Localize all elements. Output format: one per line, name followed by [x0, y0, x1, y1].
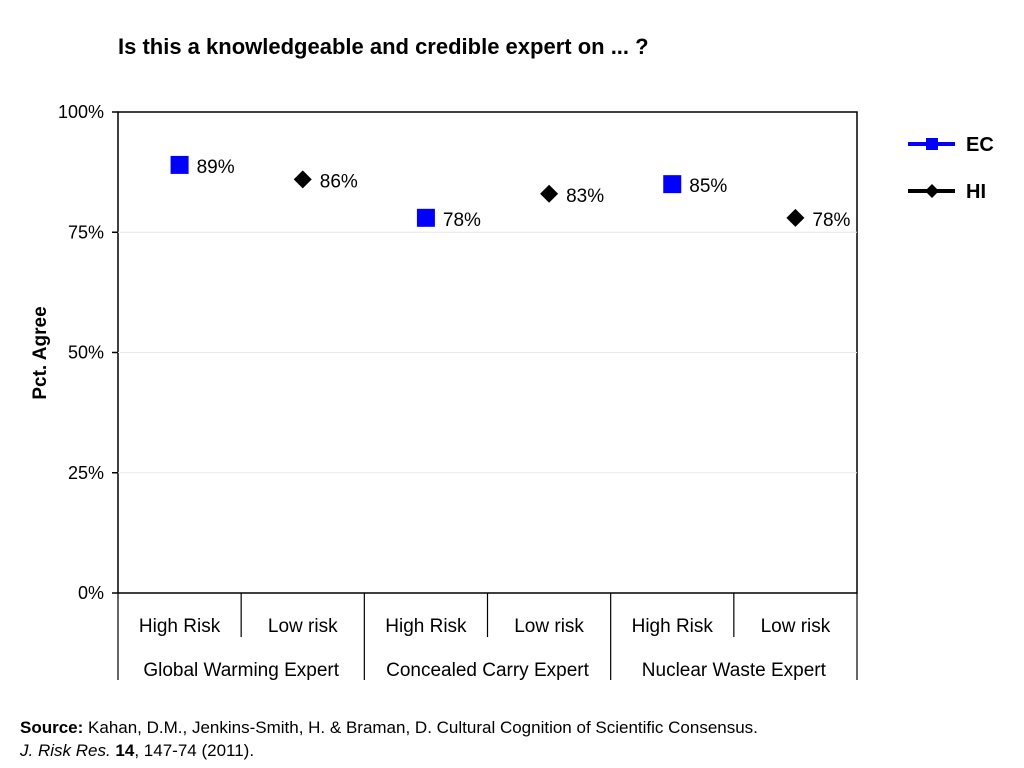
legend-label-ec: EC	[966, 134, 994, 156]
data-label: 85%	[689, 176, 727, 197]
chart-title: Is this a knowledgeable and credible exp…	[118, 34, 649, 59]
source-line-2: J. Risk Res. 14, 147-74 (2011).	[20, 739, 758, 762]
data-label: 83%	[566, 186, 604, 207]
source-volume: 14	[115, 741, 135, 760]
y-tick-label: 0%	[78, 583, 104, 603]
category-label: Low risk	[514, 616, 584, 637]
marker-ec	[663, 175, 682, 194]
data-label: 78%	[443, 210, 481, 231]
category-label: High Risk	[632, 616, 714, 637]
source-journal: J. Risk Res.	[20, 741, 111, 760]
y-tick-label: 50%	[68, 343, 104, 363]
legend-label-hi: HI	[966, 181, 986, 203]
group-label: Global Warming Expert	[143, 660, 339, 681]
data-label: 78%	[812, 210, 850, 231]
source-label: Source:	[20, 718, 84, 737]
data-label: 89%	[197, 157, 235, 178]
category-label: High Risk	[139, 616, 221, 637]
source-citation: Source: Kahan, D.M., Jenkins-Smith, H. &…	[20, 716, 758, 762]
y-axis-label: Pct. Agree	[30, 306, 51, 399]
group-label: Nuclear Waste Expert	[642, 660, 827, 681]
group-label: Concealed Carry Expert	[386, 660, 589, 681]
marker-ec	[170, 155, 189, 174]
source-pages: , 147-74 (2011).	[134, 741, 255, 760]
source-text: Kahan, D.M., Jenkins-Smith, H. & Braman,…	[83, 718, 758, 737]
legend-marker-ec	[926, 138, 938, 150]
y-tick-label: 75%	[68, 222, 104, 242]
marker-hi	[786, 208, 805, 227]
y-tick-label: 100%	[58, 102, 104, 122]
category-label: High Risk	[385, 616, 467, 637]
marker-hi	[540, 184, 559, 203]
category-label: Low risk	[268, 616, 338, 637]
legend-marker-hi	[925, 184, 939, 198]
source-line-1: Source: Kahan, D.M., Jenkins-Smith, H. &…	[20, 716, 758, 739]
marker-ec	[416, 208, 435, 227]
data-label: 86%	[320, 171, 358, 192]
marker-hi	[293, 170, 312, 189]
y-tick-label: 25%	[68, 463, 104, 483]
category-label: Low risk	[761, 616, 831, 637]
